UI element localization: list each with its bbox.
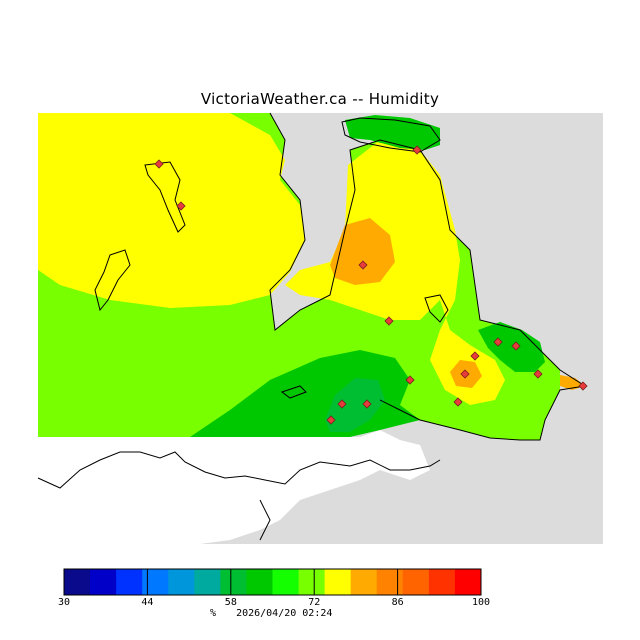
- scale-bin: [246, 569, 273, 595]
- scale-bin: [220, 569, 247, 595]
- scale-bin: [168, 569, 195, 595]
- zone-orange-northwest: [38, 113, 305, 308]
- zone-orange-east: [285, 140, 505, 405]
- scale-tick-label: 72: [308, 597, 321, 608]
- scale-bin: [324, 569, 352, 595]
- station-marker[interactable]: [460, 369, 470, 379]
- scale-tick-label: 30: [58, 597, 71, 608]
- scale-tick-label: 86: [391, 597, 404, 608]
- station-marker[interactable]: [578, 381, 588, 391]
- station-marker[interactable]: [337, 399, 347, 409]
- coastline-islet-1: [280, 385, 307, 399]
- coastline-lake-2: [94, 249, 131, 312]
- station-marker[interactable]: [326, 415, 336, 425]
- station-marker[interactable]: [358, 260, 368, 270]
- scale-bin: [402, 569, 430, 595]
- scale-tick-label: 100: [472, 597, 491, 608]
- scale-bin: [376, 569, 404, 595]
- scale-bin: [350, 569, 378, 595]
- coastline-south: [37, 451, 441, 541]
- scale-bin: [298, 569, 326, 595]
- station-marker[interactable]: [453, 397, 463, 407]
- station-marker[interactable]: [470, 351, 480, 361]
- scale-tick-label: 58: [224, 597, 237, 608]
- station-marker[interactable]: [384, 316, 394, 326]
- timestamp: 2026/04/20 02:24: [236, 608, 333, 619]
- station-marker[interactable]: [412, 145, 422, 155]
- zone-darkgreen-south: [325, 378, 385, 432]
- station-marker[interactable]: [362, 399, 372, 409]
- station-marker[interactable]: [405, 375, 415, 385]
- scale-bin: [142, 569, 169, 595]
- coastline-lake-1: [144, 161, 186, 233]
- station-marker[interactable]: [493, 337, 503, 347]
- zone-darkorange-maxima: [330, 218, 395, 285]
- scale-bin: [90, 569, 117, 595]
- scale-bin: [116, 569, 143, 595]
- station-marker[interactable]: [176, 201, 186, 211]
- station-marker[interactable]: [511, 341, 521, 351]
- station-marker[interactable]: [533, 369, 543, 379]
- station-marker[interactable]: [154, 159, 164, 169]
- coastline-island-north: [341, 117, 441, 153]
- coastline-peninsula: [269, 112, 587, 441]
- scale-tick-label: 44: [141, 597, 154, 608]
- weather-stations: [154, 145, 588, 425]
- scale-bin: [454, 569, 482, 595]
- zone-green-east: [478, 322, 545, 372]
- scale-bin: [194, 569, 221, 595]
- scale-bin: [64, 569, 91, 595]
- map-title: VictoriaWeather.ca -- Humidity: [200, 90, 440, 108]
- scale-bin: [272, 569, 300, 595]
- coastline-islet-2: [424, 294, 449, 323]
- no-data-area: [38, 425, 430, 544]
- humidity-zones: [38, 113, 585, 440]
- coastlines: [37, 112, 587, 541]
- scale-footer: % 2026/04/20 02:24: [210, 608, 332, 619]
- scale-unit: %: [210, 608, 217, 619]
- scale-bin: [428, 569, 456, 595]
